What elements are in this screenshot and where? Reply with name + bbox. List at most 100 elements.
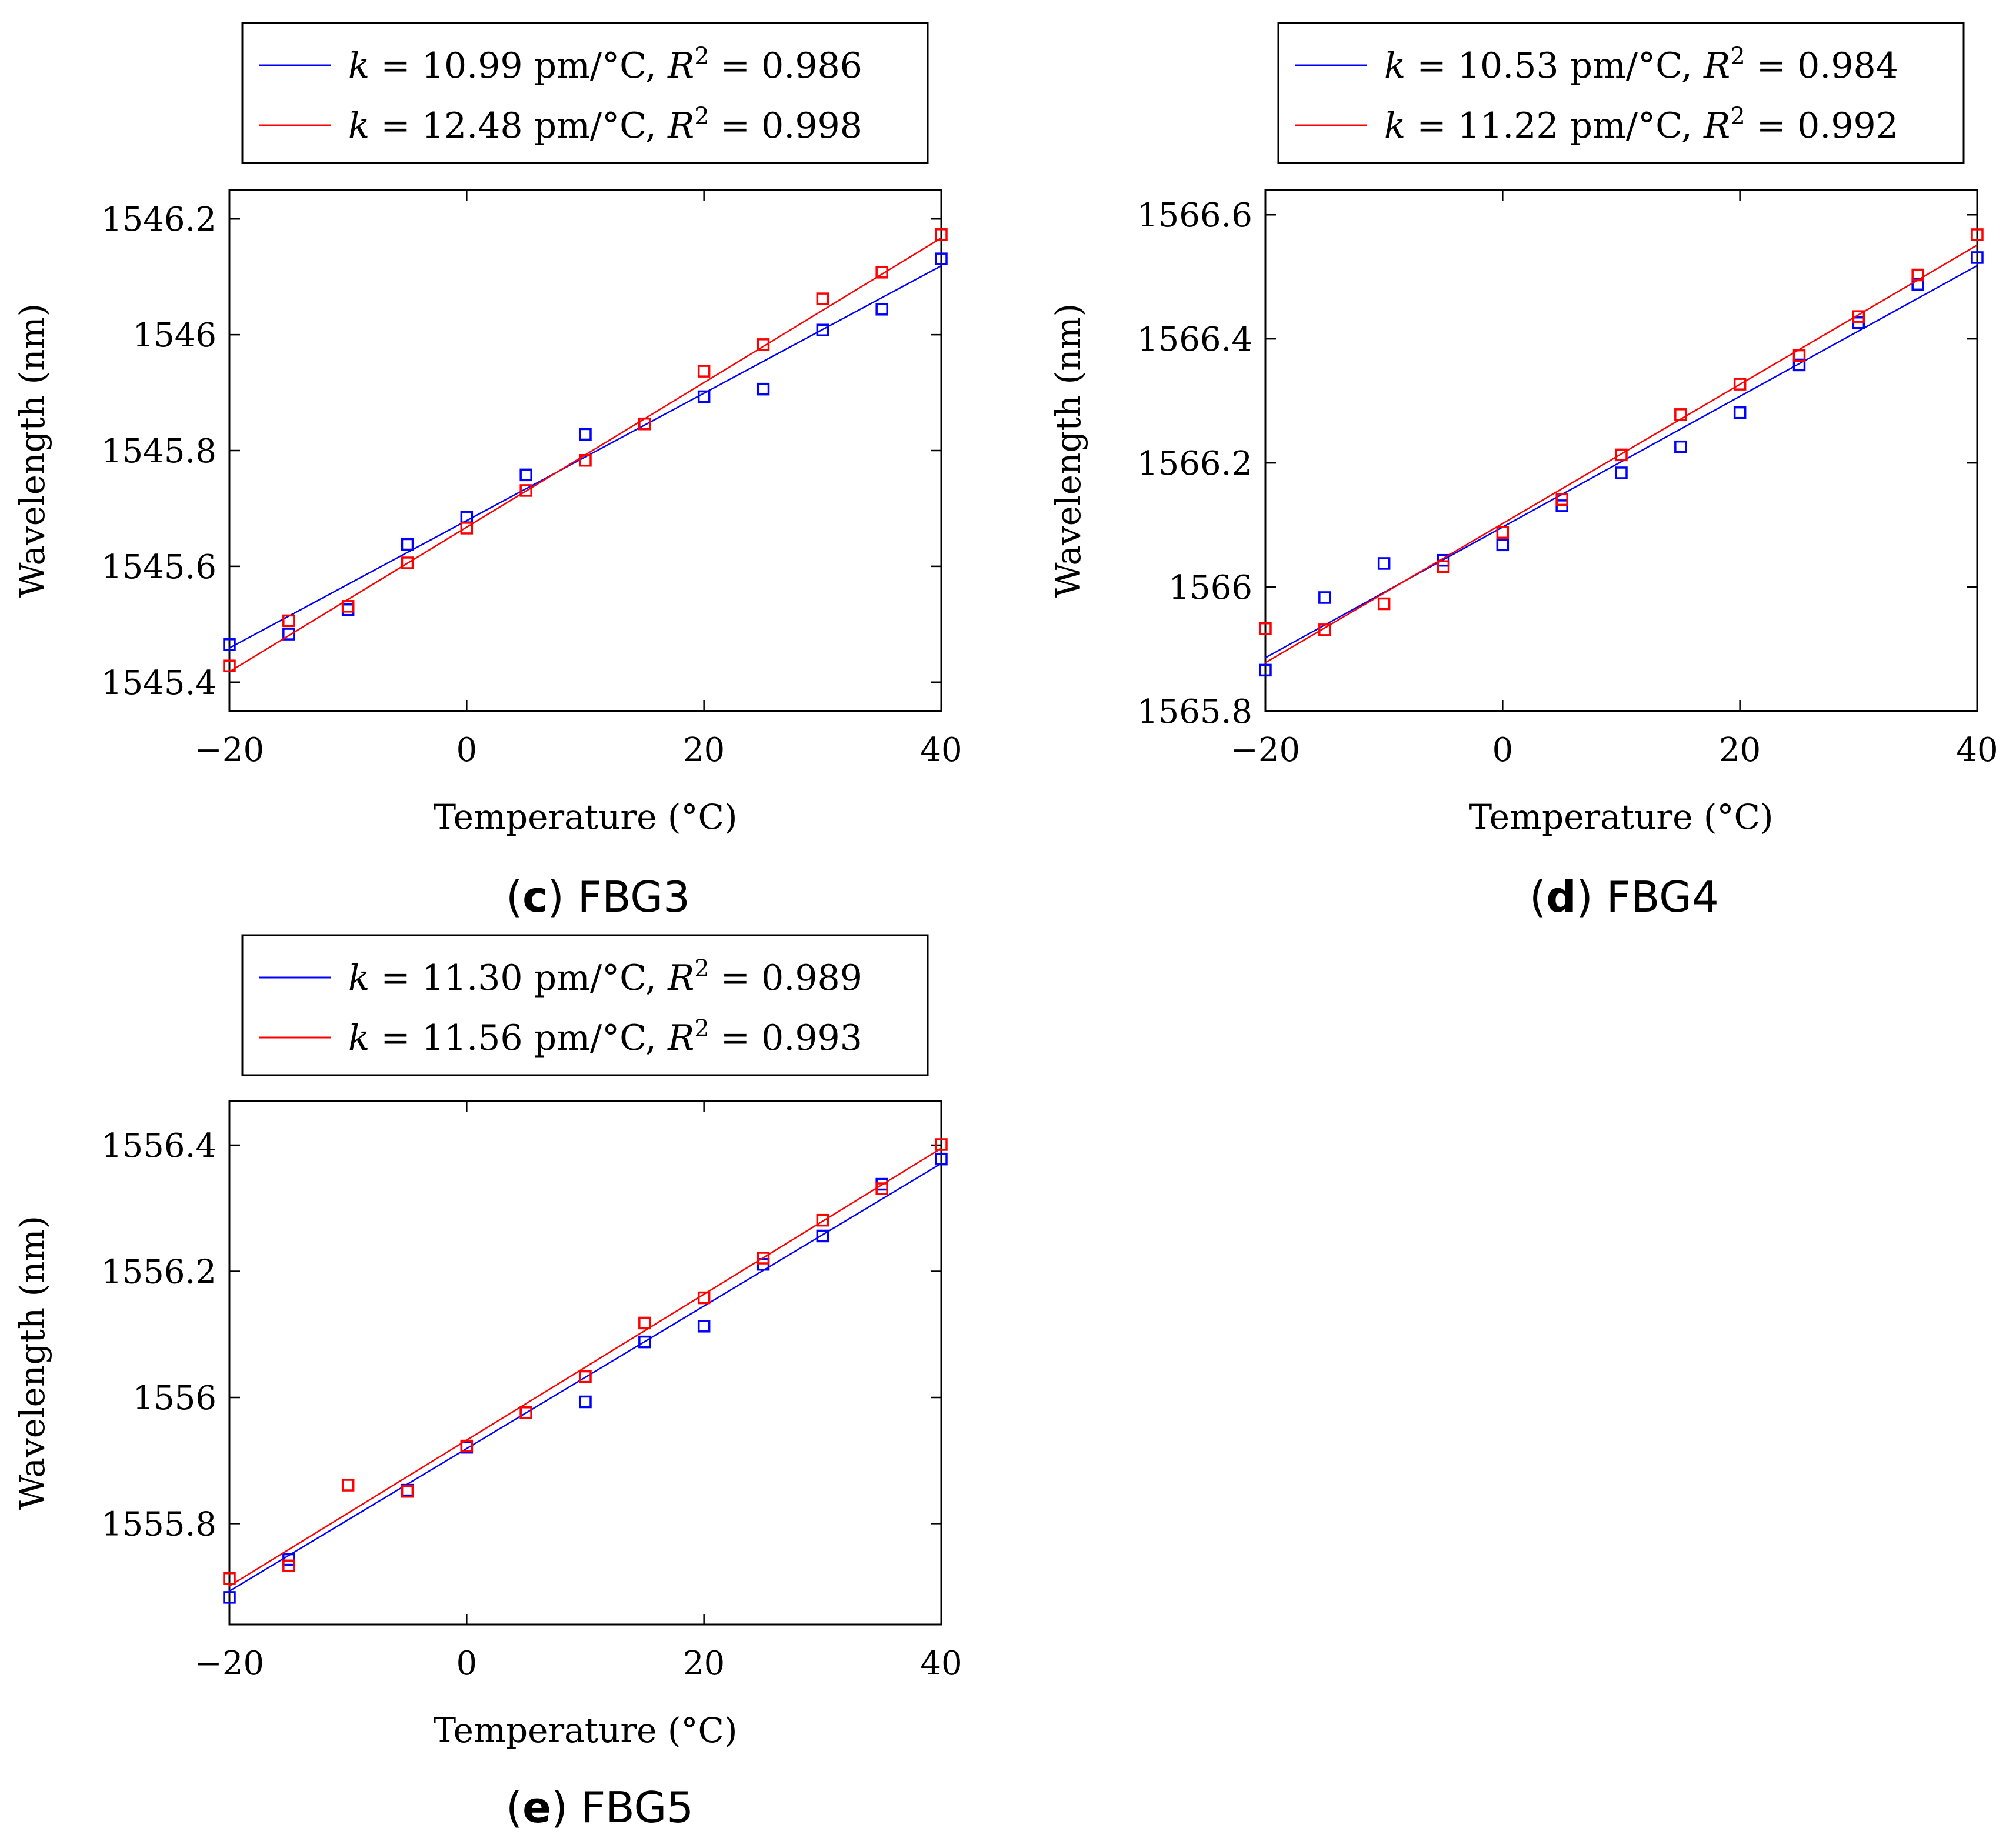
- data-point-blue: [341, 603, 355, 616]
- x-tick-label: 20: [1719, 731, 1761, 769]
- y-tick-label: 1545.8: [101, 432, 216, 471]
- panel-caption: (d) FBG4: [1530, 872, 1719, 922]
- y-tick-label: 1546: [132, 316, 216, 355]
- panel-label: e: [522, 1783, 551, 1832]
- data-point-blue: [519, 468, 532, 482]
- caption-paren: ): [1577, 872, 1607, 922]
- legend-text-part: R: [667, 958, 694, 999]
- legend-text-part: 2: [694, 43, 709, 70]
- y-axis-label: Wavelength (nm): [12, 1216, 52, 1510]
- series-red: [223, 1138, 948, 1587]
- legend-text-part: 2: [694, 955, 709, 982]
- series-blue: [1259, 251, 1984, 677]
- legend-frame: [241, 22, 929, 164]
- data-point-blue: [935, 1152, 948, 1166]
- data-point-red: [935, 228, 948, 241]
- data-point-blue: [223, 638, 236, 651]
- plot-frame: [1264, 189, 1978, 712]
- x-tick-label: −20: [1231, 731, 1300, 769]
- data-point-red: [1496, 526, 1510, 539]
- x-tick-label: 0: [456, 1644, 478, 1683]
- data-point-blue: [1615, 466, 1628, 479]
- data-point-blue: [816, 1229, 829, 1243]
- data-point-blue: [1496, 538, 1510, 552]
- data-point-red: [1259, 622, 1272, 635]
- legend-text-part: k: [348, 1018, 369, 1059]
- data-point-red: [341, 1479, 355, 1492]
- legend-text-part: 2: [1730, 43, 1745, 70]
- x-tick-label: 20: [683, 731, 725, 769]
- legend-text-part: R: [1703, 45, 1730, 86]
- y-axis-label: Wavelength (nm): [1048, 303, 1088, 598]
- legend-text-part: = 0.992: [1745, 105, 1898, 146]
- data-point-blue: [638, 1335, 651, 1349]
- plot-frame: [228, 189, 942, 712]
- legend-text-part: R: [1703, 105, 1730, 146]
- x-axis-label: Temperature (°C): [433, 797, 737, 837]
- legend-text-part: 2: [694, 103, 709, 130]
- y-tick-label: 1566.4: [1137, 321, 1252, 359]
- y-tick-label: 1555.8: [101, 1505, 216, 1543]
- fit-line-red: [1265, 244, 1978, 663]
- data-point-red: [816, 1213, 829, 1227]
- data-point-blue: [816, 323, 829, 336]
- x-axis-label: Temperature (°C): [433, 1710, 737, 1750]
- series-blue: [223, 1152, 948, 1604]
- caption-paren: (: [1530, 872, 1546, 922]
- legend-text-part: = 11.30 pm/°C,: [369, 958, 668, 999]
- data-point-red: [282, 1559, 295, 1573]
- fit-line-blue: [229, 1163, 942, 1592]
- x-tick-label: −20: [195, 1644, 264, 1683]
- chart-panel-e: −20 0 20 40 1555.8 1556 1556.2 1556.4 Temperatur…: [12, 934, 962, 1832]
- x-tick-label: 0: [1492, 731, 1514, 769]
- legend-text-part: = 0.998: [709, 105, 862, 146]
- data-point-red: [638, 1316, 651, 1330]
- panel-caption-name: FBG3: [578, 872, 690, 922]
- legend-text-part: = 0.993: [709, 1018, 862, 1059]
- legend-text-part: R: [667, 1018, 694, 1059]
- y-tick-label: 1566.2: [1137, 445, 1252, 483]
- data-point-blue: [1792, 358, 1806, 372]
- data-point-red: [579, 1370, 592, 1383]
- data-point-red: [1971, 228, 1984, 241]
- data-point-red: [638, 417, 651, 431]
- data-point-red: [519, 1406, 532, 1419]
- y-tick-label: 1546.2: [101, 201, 216, 239]
- data-point-red: [519, 484, 532, 497]
- data-point-blue: [875, 303, 888, 316]
- data-point-red: [816, 292, 829, 305]
- legend-text-part: R: [667, 105, 694, 146]
- fit-line-red: [229, 1148, 942, 1587]
- data-point-blue: [223, 1591, 236, 1604]
- legend-entry-red: k = 11.22 pm/°C, R2 = 0.992: [1384, 103, 1898, 146]
- data-point-blue: [1971, 251, 1984, 264]
- y-tick-label: 1565.8: [1137, 693, 1252, 731]
- y-axis-label: Wavelength (nm): [12, 303, 52, 598]
- legend-text-part: = 10.99 pm/°C,: [369, 45, 668, 86]
- legend-entry-red: k = 11.56 pm/°C, R2 = 0.993: [348, 1015, 862, 1059]
- legend-text-part: = 11.22 pm/°C,: [1405, 105, 1704, 146]
- caption-paren: ): [551, 1783, 581, 1832]
- data-point-red: [1377, 597, 1391, 611]
- legend-text-part: = 0.986: [709, 45, 862, 86]
- data-point-blue: [757, 382, 770, 396]
- data-point-red: [1674, 408, 1687, 421]
- data-point-red: [1852, 310, 1865, 323]
- data-point-red: [757, 338, 770, 351]
- plot-frame: [228, 1100, 942, 1626]
- data-point-red: [401, 556, 414, 569]
- data-point-red: [579, 453, 592, 467]
- data-point-red: [460, 1439, 474, 1453]
- panel-label: c: [522, 872, 548, 922]
- series-red: [223, 228, 948, 673]
- y-tick-label: 1566: [1168, 569, 1252, 607]
- series-blue: [223, 252, 948, 651]
- fit-line-blue: [229, 265, 942, 649]
- legend-frame: [1277, 22, 1965, 164]
- legend-text-part: k: [1384, 105, 1405, 146]
- data-point-blue: [697, 1320, 711, 1333]
- data-point-blue: [1259, 663, 1272, 677]
- data-point-red: [223, 1572, 236, 1585]
